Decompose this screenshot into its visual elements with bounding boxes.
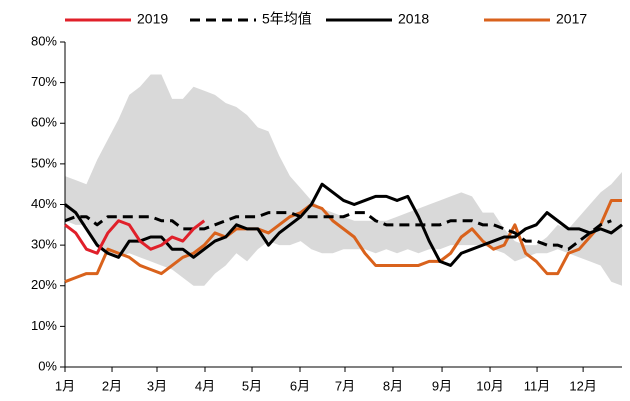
x-tick-label: 9月	[432, 378, 452, 393]
x-tick-label: 4月	[195, 378, 215, 393]
y-tick-label: 40%	[31, 196, 57, 211]
x-tick-label: 2月	[102, 378, 122, 393]
x-tick-label: 5月	[242, 378, 262, 393]
legend-label: 2018	[398, 11, 429, 27]
x-tick-label: 10月	[476, 378, 503, 393]
y-tick-label: 70%	[31, 74, 57, 89]
y-tick-label: 20%	[31, 277, 57, 292]
series-line	[64, 219, 206, 255]
x-tick-label: 12月	[569, 378, 596, 393]
x-tick-label: 7月	[335, 378, 355, 393]
x-tick-label: 6月	[290, 378, 310, 393]
y-tick-label: 60%	[31, 115, 57, 130]
x-tick-label: 11月	[524, 378, 551, 393]
legend-label: 5年均值	[262, 11, 312, 27]
x-tick-label: 3月	[147, 378, 167, 393]
x-tick-label: 1月	[55, 378, 75, 393]
x-tick-label: 8月	[383, 378, 403, 393]
legend-label: 2019	[137, 11, 168, 27]
y-tick-label: 30%	[31, 237, 57, 252]
y-tick-label: 0%	[38, 358, 57, 373]
y-tick-label: 50%	[31, 155, 57, 170]
legend-label: 2017	[556, 11, 587, 27]
y-tick-label: 10%	[31, 318, 57, 333]
range-band	[65, 74, 622, 286]
y-tick-label: 80%	[31, 33, 57, 48]
series-line	[64, 182, 623, 267]
series-line	[64, 198, 622, 284]
series-line	[64, 211, 612, 251]
